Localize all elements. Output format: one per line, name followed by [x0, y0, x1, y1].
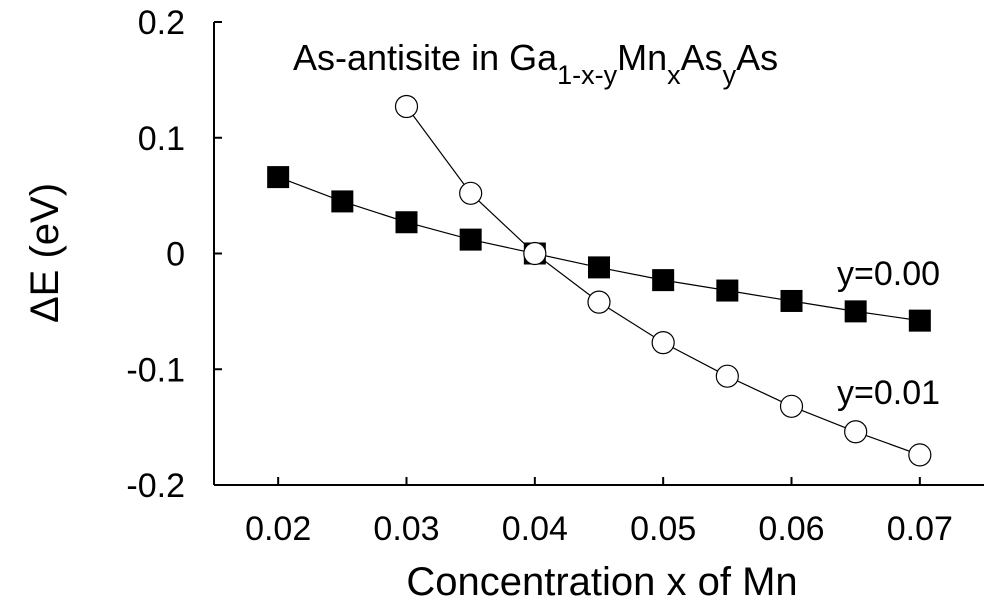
y-tick-label: -0.1 — [126, 351, 185, 389]
x-tick-label: 0.04 — [502, 510, 568, 548]
series-markers — [267, 94, 932, 467]
x-tick-label: 0.06 — [758, 510, 824, 548]
data-point-circle — [587, 290, 611, 314]
data-point-circle — [651, 331, 675, 355]
series-label-y000: y=0.00 — [837, 255, 940, 293]
x-tick-label: 0.05 — [630, 510, 696, 548]
axes — [213, 22, 984, 486]
y-tick-label: 0.2 — [138, 4, 185, 42]
y-tick-label: 0 — [166, 236, 185, 274]
data-point-square — [588, 256, 610, 279]
data-point-circle — [523, 241, 547, 266]
data-point-circle — [715, 364, 739, 388]
data-point-circle — [459, 181, 483, 205]
data-point-circle — [908, 443, 932, 467]
data-point-square — [331, 190, 354, 213]
data-point-square — [395, 211, 418, 234]
x-ticks: 0.02 0.03 0.04 0.05 0.06 0.07 — [245, 477, 953, 548]
x-tick-label: 0.03 — [373, 510, 439, 548]
y-axis-title: ΔE (eV) — [23, 183, 67, 323]
data-point-square — [459, 228, 482, 251]
series-lines — [277, 106, 921, 456]
data-point-circle — [779, 394, 804, 418]
series-label-y001: y=0.01 — [837, 374, 940, 412]
y-tick-label: 0.1 — [138, 120, 185, 158]
data-point-circle — [844, 420, 868, 444]
data-point-circle — [394, 94, 419, 119]
data-point-square — [908, 309, 931, 332]
data-point-square — [844, 300, 867, 323]
y-tick-label: -0.2 — [126, 467, 185, 505]
x-tick-label: 0.02 — [245, 510, 311, 548]
data-point-square — [716, 279, 739, 302]
data-point-square — [652, 269, 675, 292]
data-point-square — [780, 289, 803, 312]
x-axis-title: Concentration x of Mn — [406, 560, 797, 604]
x-tick-label: 0.07 — [887, 510, 953, 548]
chart-title: As-antisite in Ga1-x-yMnxAsyAs — [293, 37, 778, 90]
data-point-square — [267, 166, 290, 189]
y-ticks: 0.2 0.1 0 -0.1 -0.2 — [126, 4, 222, 505]
